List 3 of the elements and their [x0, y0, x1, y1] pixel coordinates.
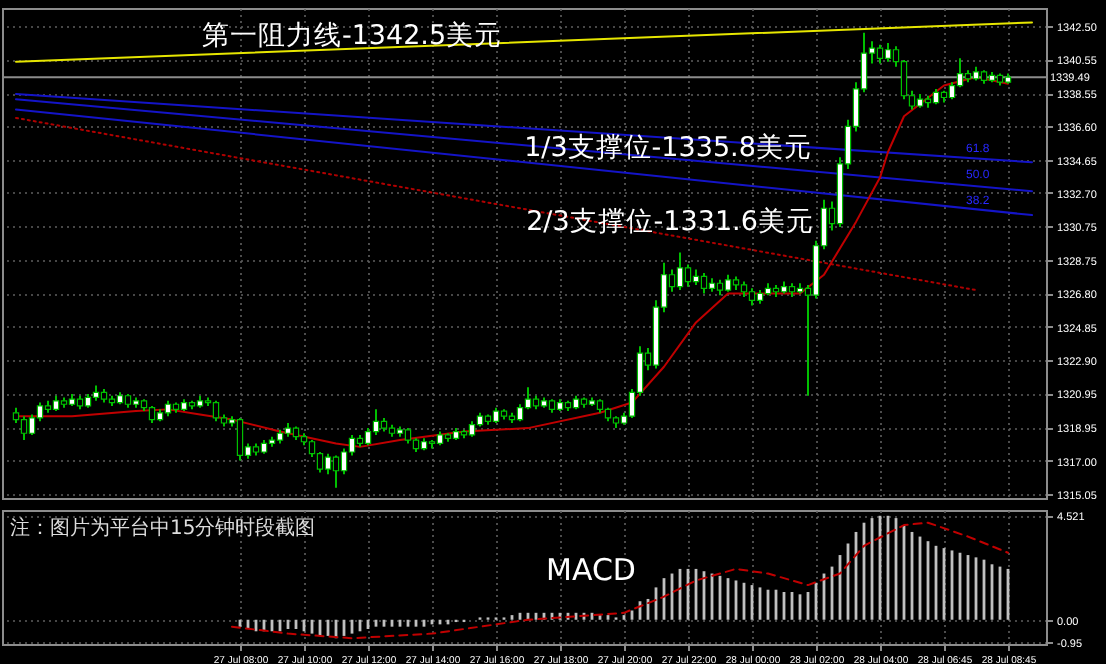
- annotation: 2/3支撑位-1331.6美元: [526, 206, 814, 238]
- annotation: 注：图片为平台中15分钟时段截图: [10, 516, 316, 540]
- text: MACD: [546, 552, 636, 589]
